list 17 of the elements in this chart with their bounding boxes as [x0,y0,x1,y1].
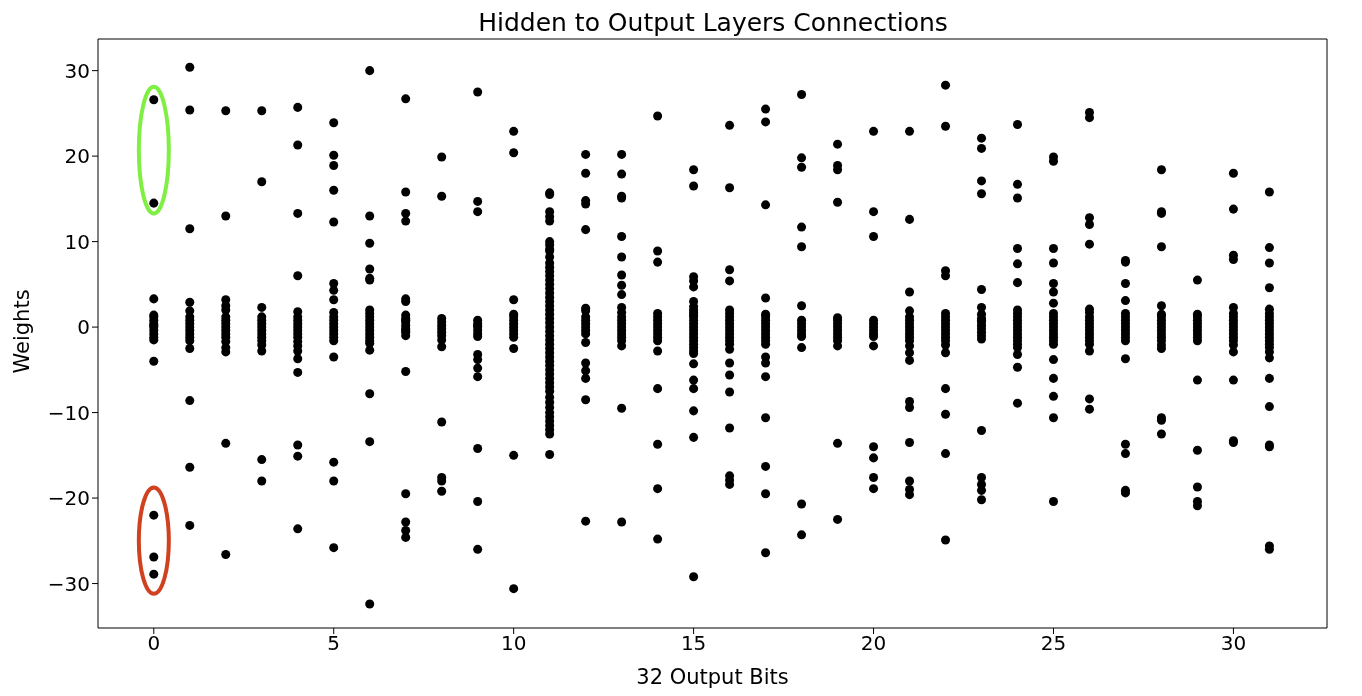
x-tick-label: 20 [860,631,887,656]
y-tick-label: −20 [47,486,90,511]
y-tick-label: 30 [64,58,90,83]
chart-title: Hidden to Output Layers Connections [477,8,949,38]
x-tick-label: 5 [327,631,341,656]
x-tick-label: 10 [500,631,527,656]
x-tick-label: 25 [1040,631,1067,656]
x-tick-label: 30 [1220,631,1247,656]
x-axis-title: 32 Output Bits [636,665,789,689]
y-tick-label: −10 [47,400,90,425]
x-tick-label: 0 [147,631,161,656]
y-tick-label: 20 [64,144,90,169]
y-tick-label: 10 [64,229,90,254]
x-tick-label: 15 [680,631,707,656]
y-tick-label: 0 [77,315,90,340]
y-tick-label: −30 [47,571,90,596]
y-axis-title: Weights [10,289,35,374]
